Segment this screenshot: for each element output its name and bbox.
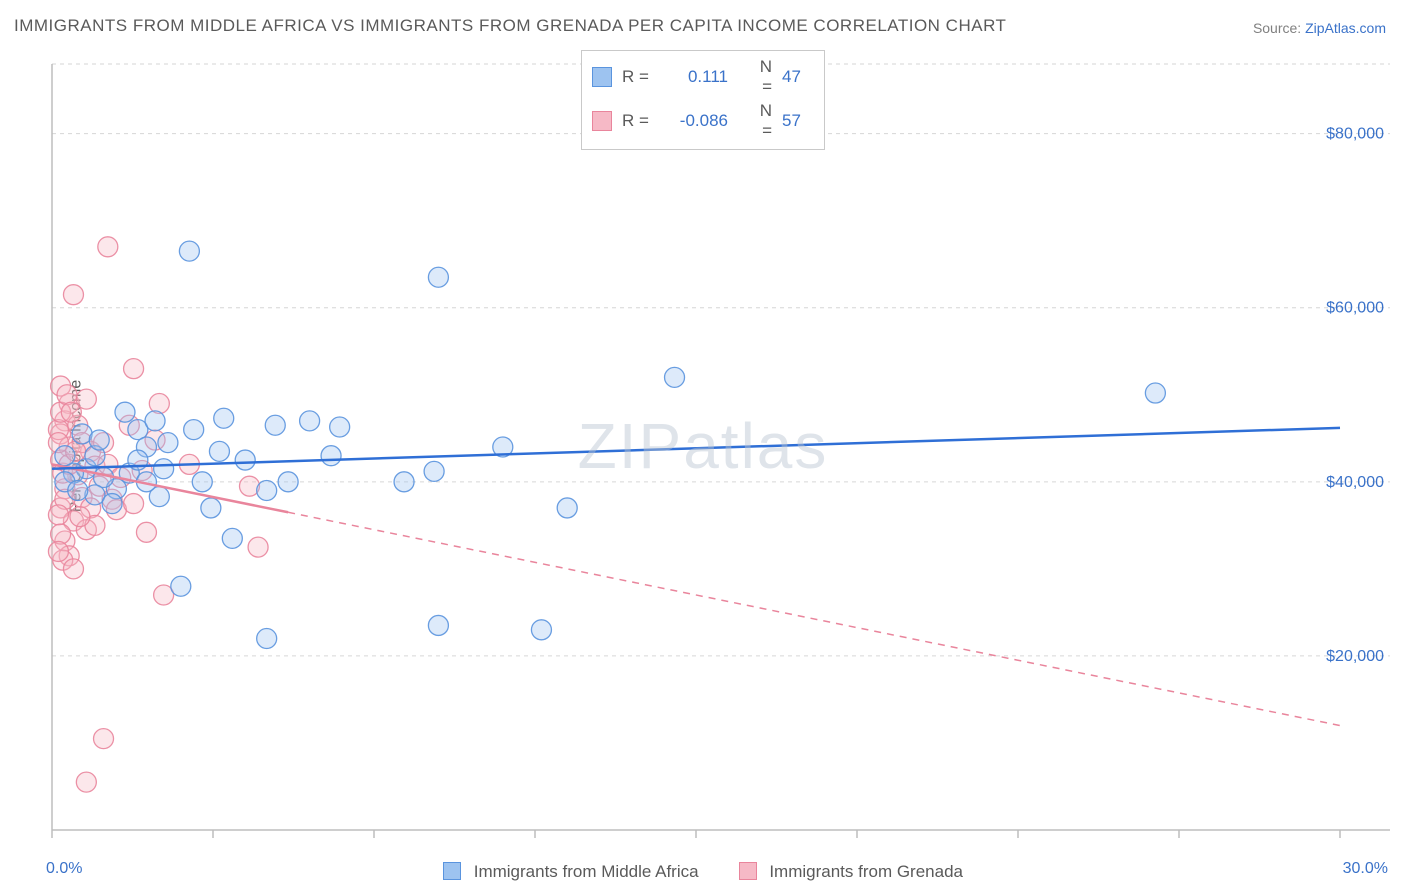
- r-value-2: -0.086: [664, 111, 728, 131]
- source-link[interactable]: ZipAtlas.com: [1305, 20, 1386, 36]
- n-label: N =: [738, 101, 772, 141]
- svg-text:$80,000: $80,000: [1326, 126, 1384, 143]
- n-value-2: 57: [782, 111, 810, 131]
- correlation-row-2: R = -0.086 N = 57: [592, 99, 810, 143]
- legend-label-2: Immigrants from Grenada: [769, 862, 963, 881]
- swatch-series-2: [592, 111, 612, 131]
- r-value-1: 0.111: [664, 67, 728, 87]
- correlation-legend-box: R = 0.111 N = 47 R = -0.086 N = 57: [581, 50, 825, 150]
- legend-swatch-1: [443, 862, 461, 880]
- legend-item-2: Immigrants from Grenada: [739, 862, 963, 882]
- correlation-row-1: R = 0.111 N = 47: [592, 55, 810, 99]
- r-label: R =: [622, 111, 654, 131]
- legend-item-1: Immigrants from Middle Africa: [443, 862, 699, 882]
- source-attribution: Source: ZipAtlas.com: [1253, 20, 1386, 36]
- svg-text:$40,000: $40,000: [1326, 474, 1384, 491]
- scatter-chart: $20,000 $40,000 $60,000 $80,000: [44, 50, 1392, 852]
- plot-area: $20,000 $40,000 $60,000 $80,000: [44, 50, 1392, 852]
- svg-text:$20,000: $20,000: [1326, 648, 1384, 665]
- bottom-legend: Immigrants from Middle Africa Immigrants…: [0, 862, 1406, 882]
- legend-swatch-2: [739, 862, 757, 880]
- swatch-series-1: [592, 67, 612, 87]
- n-label: N =: [738, 57, 772, 97]
- source-label: Source:: [1253, 20, 1301, 36]
- legend-label-1: Immigrants from Middle Africa: [474, 862, 699, 881]
- chart-title: IMMIGRANTS FROM MIDDLE AFRICA VS IMMIGRA…: [14, 16, 1006, 36]
- r-label: R =: [622, 67, 654, 87]
- n-value-1: 47: [782, 67, 810, 87]
- svg-text:$60,000: $60,000: [1326, 300, 1384, 317]
